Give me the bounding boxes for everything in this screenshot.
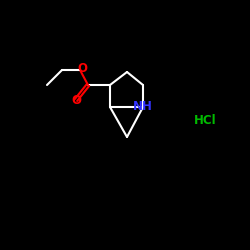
Text: HCl: HCl <box>194 114 216 126</box>
Text: O: O <box>77 62 87 74</box>
Text: NH: NH <box>133 100 153 114</box>
Text: O: O <box>71 94 81 106</box>
